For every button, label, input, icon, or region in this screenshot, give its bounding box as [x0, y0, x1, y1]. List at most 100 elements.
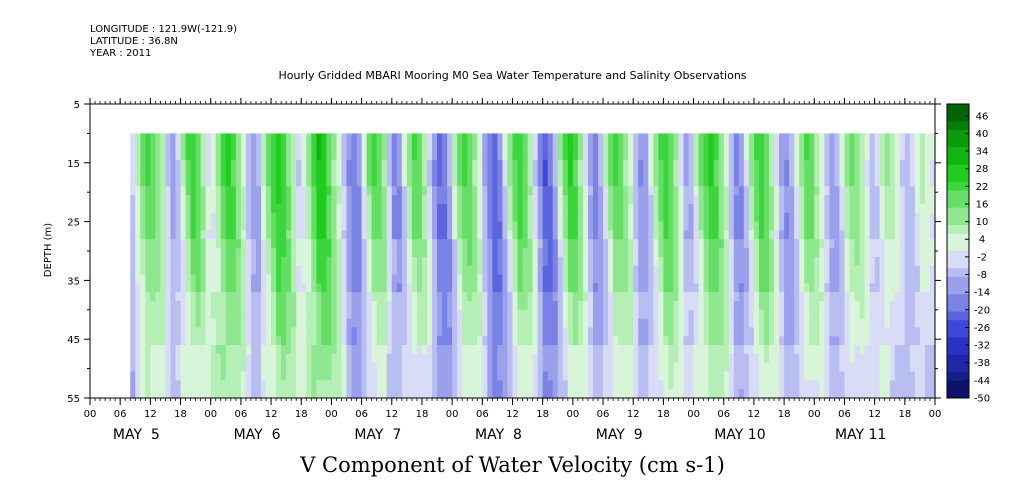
heatmap-cell — [834, 133, 841, 143]
heatmap-cell — [180, 353, 187, 364]
heatmap-cell — [462, 292, 468, 302]
heatmap-cell — [844, 133, 851, 143]
heatmap-cell — [904, 239, 911, 249]
heatmap-cell — [753, 239, 760, 249]
heatmap-cell — [276, 300, 282, 311]
heatmap-cell — [140, 203, 146, 214]
heatmap-cell — [678, 195, 685, 205]
heatmap-cell — [200, 239, 207, 249]
heatmap-cell — [467, 221, 473, 232]
heatmap-cell — [753, 362, 760, 373]
heatmap-cell — [854, 177, 861, 187]
heatmap-cell — [230, 265, 237, 276]
heatmap-cell — [779, 142, 785, 152]
heatmap-cell — [442, 300, 448, 311]
heatmap-cell — [457, 283, 463, 293]
heatmap-cell — [421, 142, 428, 152]
heatmap-cell — [512, 274, 519, 284]
heatmap-cell — [321, 327, 327, 337]
heatmap-cell — [608, 353, 614, 364]
heatmap-cell — [889, 239, 896, 249]
heatmap-cell — [844, 159, 851, 170]
heatmap-cell — [442, 212, 448, 223]
heatmap-cell — [230, 248, 237, 258]
heatmap-cell — [396, 256, 403, 267]
heatmap-cell — [245, 265, 252, 276]
heatmap-cell — [250, 159, 257, 170]
heatmap-cell — [618, 203, 624, 214]
heatmap-cell — [512, 159, 519, 170]
heatmap-cell — [854, 371, 861, 381]
heatmap-cell — [346, 345, 353, 355]
heatmap-cell — [467, 327, 473, 337]
heatmap-cell — [210, 203, 217, 214]
heatmap-cell — [824, 274, 830, 284]
heatmap-cell — [799, 353, 805, 364]
heatmap-cell — [824, 203, 830, 214]
heatmap-cell — [497, 212, 504, 223]
heatmap-cell — [361, 380, 368, 390]
heatmap-cell — [924, 159, 931, 170]
heatmap-cell — [386, 230, 393, 240]
heatmap-cell — [909, 256, 916, 267]
heatmap-cell — [401, 300, 408, 311]
heatmap-cell — [336, 283, 343, 293]
heatmap-cell — [743, 248, 750, 258]
heatmap-cell — [864, 327, 871, 337]
heatmap-cell — [346, 300, 353, 311]
heatmap-cell — [250, 300, 257, 311]
heatmap-cell — [703, 133, 710, 143]
heatmap-cell — [406, 345, 413, 355]
heatmap-cell — [572, 221, 579, 232]
heatmap-cell — [628, 327, 634, 337]
heatmap-cell — [467, 371, 473, 381]
heatmap-cell — [562, 265, 569, 276]
heatmap-cell — [623, 195, 629, 205]
heatmap-cell — [291, 239, 297, 249]
heatmap-cell — [185, 265, 192, 276]
heatmap-cell — [235, 283, 242, 293]
heatmap-cell — [824, 256, 830, 267]
heatmap-cell — [447, 230, 453, 240]
heatmap-cell — [215, 362, 222, 373]
heatmap-cell — [276, 345, 282, 355]
heatmap-cell — [537, 151, 544, 161]
heatmap-cell — [839, 203, 846, 214]
heatmap-cell — [743, 195, 750, 205]
heatmap-cell — [477, 309, 483, 320]
heatmap-cell — [608, 159, 614, 170]
heatmap-cell — [753, 336, 760, 346]
heatmap-cell — [165, 133, 172, 143]
heatmap-cell — [643, 309, 649, 320]
heatmap-cell — [638, 283, 644, 293]
heatmap-cell — [502, 133, 509, 143]
heatmap-cell — [728, 292, 735, 302]
heatmap-cell — [351, 159, 358, 170]
heatmap-cell — [336, 142, 343, 152]
heatmap-cell — [145, 300, 151, 311]
heatmap-cell — [703, 221, 710, 232]
heatmap-cell — [728, 336, 735, 346]
heatmap-cell — [789, 318, 795, 329]
heatmap-cell — [919, 151, 926, 161]
heatmap-cell — [326, 336, 333, 346]
heatmap-cell — [718, 345, 725, 355]
heatmap-cell — [648, 345, 654, 355]
heatmap-cell — [789, 239, 795, 249]
heatmap-cell — [477, 327, 483, 337]
heatmap-cell — [140, 186, 146, 196]
y-tick-label: 55 — [67, 394, 80, 405]
heatmap-cell — [557, 380, 564, 390]
heatmap-cell — [582, 142, 589, 152]
heatmap-cell — [683, 353, 690, 364]
heatmap-cell — [205, 203, 212, 214]
heatmap-cell — [844, 265, 851, 276]
heatmap-cell — [502, 353, 509, 364]
heatmap-cell — [301, 159, 307, 170]
heatmap-cell — [250, 318, 257, 329]
heatmap-cell — [391, 371, 398, 381]
heatmap-cell — [909, 221, 916, 232]
heatmap-cell — [356, 336, 363, 346]
heatmap-cell — [698, 380, 705, 390]
heatmap-cell — [321, 230, 327, 240]
